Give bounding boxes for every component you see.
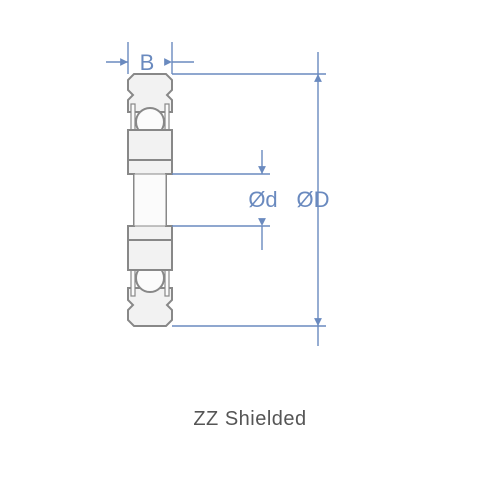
inner-race-top (128, 130, 172, 160)
diagram-caption: ZZ Shielded (0, 408, 500, 431)
diagram-stage: B Ød ØD ZZ Shielded (0, 0, 500, 500)
dim-label-B: B (140, 50, 155, 75)
dim-label-D: ØD (297, 187, 330, 212)
dim-label-d: Ød (248, 187, 277, 212)
inner-race-bottom (128, 240, 172, 270)
bearing-body (128, 74, 172, 326)
bore (134, 174, 166, 226)
